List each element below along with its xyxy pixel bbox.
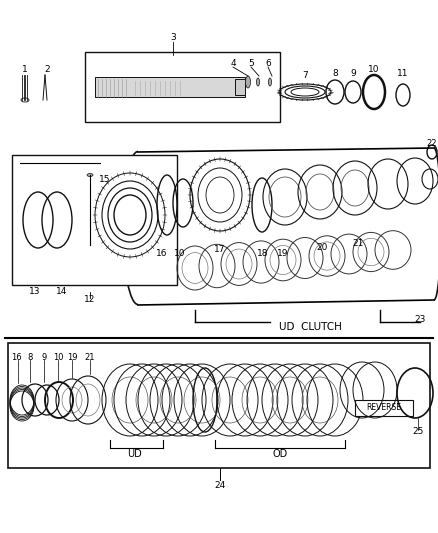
Text: 10: 10 bbox=[53, 352, 63, 361]
Bar bbox=[85, 52, 280, 122]
Text: 20: 20 bbox=[316, 244, 328, 253]
Text: 15: 15 bbox=[99, 175, 111, 184]
Text: 21: 21 bbox=[85, 352, 95, 361]
Text: UD: UD bbox=[127, 449, 142, 459]
Text: 10: 10 bbox=[368, 66, 380, 75]
Bar bbox=[12, 155, 177, 285]
Text: 21: 21 bbox=[352, 239, 364, 248]
Text: 4: 4 bbox=[230, 60, 236, 69]
Text: 11: 11 bbox=[397, 69, 409, 77]
Text: 13: 13 bbox=[29, 287, 41, 296]
Bar bbox=[95, 77, 245, 97]
Text: OD: OD bbox=[272, 449, 288, 459]
Text: 18: 18 bbox=[257, 248, 269, 257]
Text: 10: 10 bbox=[174, 248, 186, 257]
Text: 8: 8 bbox=[332, 69, 338, 77]
Ellipse shape bbox=[87, 174, 93, 176]
Bar bbox=[8, 343, 430, 468]
Text: 19: 19 bbox=[277, 248, 289, 257]
Ellipse shape bbox=[257, 78, 259, 86]
Text: 9: 9 bbox=[41, 352, 46, 361]
Text: 2: 2 bbox=[44, 66, 50, 75]
Text: 19: 19 bbox=[67, 352, 77, 361]
Text: 24: 24 bbox=[214, 481, 226, 489]
Text: 9: 9 bbox=[350, 69, 356, 77]
Text: 16: 16 bbox=[11, 352, 21, 361]
Text: 22: 22 bbox=[427, 139, 437, 148]
Text: 6: 6 bbox=[265, 60, 271, 69]
Text: 16: 16 bbox=[156, 248, 168, 257]
Bar bbox=[235, 79, 245, 95]
Text: 25: 25 bbox=[412, 427, 424, 437]
Text: 5: 5 bbox=[248, 60, 254, 69]
Text: 17: 17 bbox=[214, 246, 226, 254]
Text: 14: 14 bbox=[57, 287, 68, 296]
Text: UD  CLUTCH: UD CLUTCH bbox=[279, 322, 342, 332]
Text: 1: 1 bbox=[22, 66, 28, 75]
Ellipse shape bbox=[268, 78, 272, 86]
Text: 23: 23 bbox=[414, 316, 426, 325]
Bar bbox=[355, 400, 413, 416]
Text: 7: 7 bbox=[302, 70, 308, 79]
Text: 8: 8 bbox=[27, 352, 33, 361]
Text: REVERSE: REVERSE bbox=[367, 403, 402, 413]
Text: 3: 3 bbox=[170, 34, 176, 43]
Text: 12: 12 bbox=[84, 295, 95, 304]
Ellipse shape bbox=[246, 76, 251, 88]
